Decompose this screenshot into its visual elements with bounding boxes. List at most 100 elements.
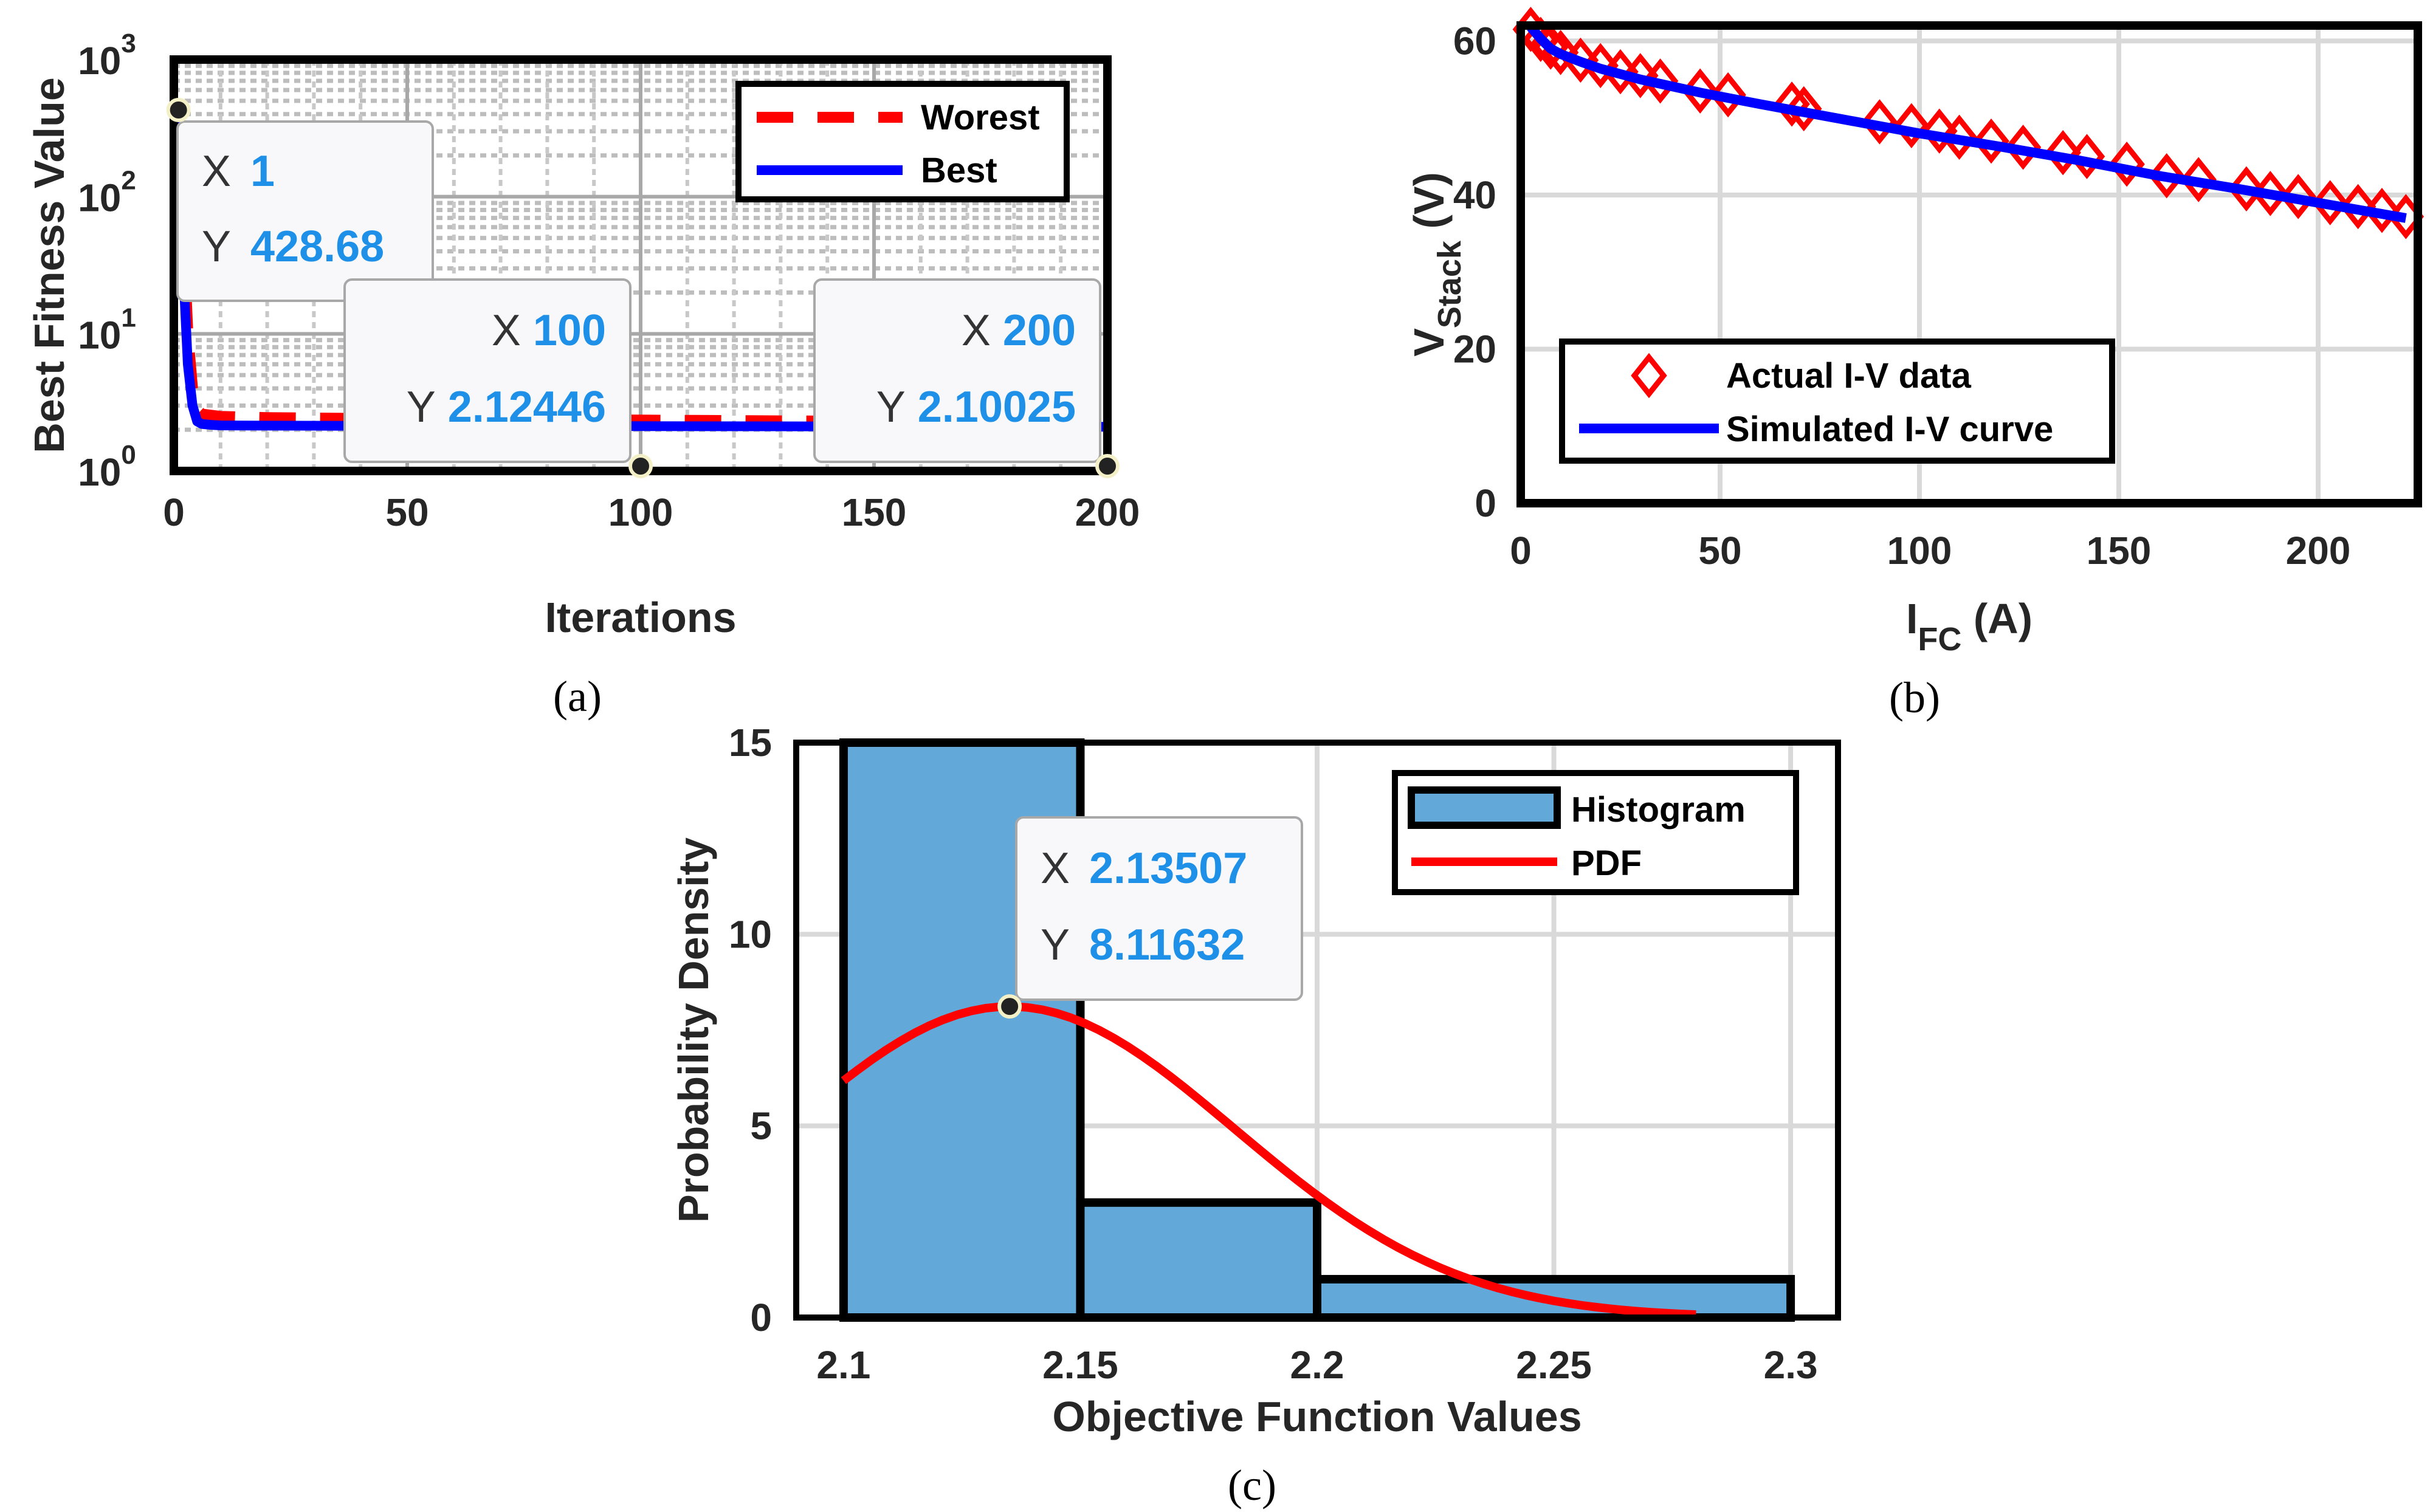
legend-actual-label: Actual I-V data bbox=[1726, 356, 1972, 396]
panel-c-y-axis-label: Probability Density bbox=[670, 837, 717, 1223]
panel-b-x-label-main: I bbox=[1906, 595, 1918, 642]
y-tick-label: 5 bbox=[750, 1104, 772, 1148]
x-tick-label: 2.25 bbox=[1516, 1343, 1592, 1387]
data-point-marker bbox=[2252, 171, 2289, 216]
y-tick-exponent: 3 bbox=[121, 29, 136, 58]
data-point-marker bbox=[1642, 58, 1679, 104]
panel-b-legend: Actual I-V data Simulated I-V curve bbox=[1559, 338, 2115, 464]
y-tick-base: 10 bbox=[78, 313, 121, 357]
data-point-marker bbox=[2339, 184, 2377, 230]
y-tick-exponent: 2 bbox=[121, 166, 136, 196]
y-tick-label: 40 bbox=[1453, 173, 1496, 217]
x-tick-label: 100 bbox=[1887, 529, 1952, 572]
data-point-marker bbox=[1774, 81, 1810, 127]
datatip-3-y-value: 2.10025 bbox=[918, 383, 1076, 431]
datatip-3-x-key: X bbox=[962, 306, 991, 355]
y-tick-label: 100 bbox=[78, 440, 136, 494]
panel-c-caption: (c) bbox=[1228, 1461, 1276, 1510]
panel-a-y-axis-label: Best Fitness Value bbox=[26, 77, 73, 453]
datatip-2-box bbox=[343, 278, 632, 463]
datatip-2-y-value: 2.12446 bbox=[448, 383, 606, 431]
panel-b-y-label-sub: Stack bbox=[1431, 240, 1468, 328]
datatip-1-x-value: 1 bbox=[250, 147, 275, 196]
datatip-3-marker bbox=[1095, 454, 1120, 478]
datatip-3-y-key: Y bbox=[876, 383, 906, 431]
series-worst-line bbox=[173, 109, 1108, 428]
x-tick-label: 50 bbox=[385, 490, 429, 534]
data-point-marker bbox=[2311, 180, 2349, 225]
panel-a-series bbox=[173, 109, 1108, 432]
panel-c-datatips: X 2.13507 Y 8.11632 bbox=[997, 816, 1303, 1019]
y-tick-label: 60 bbox=[1453, 19, 1496, 63]
datatip-c-x-key: X bbox=[1041, 844, 1070, 893]
datatip-1-marker bbox=[166, 98, 191, 123]
panel-a-legend: Worest Best bbox=[735, 81, 1070, 202]
y-tick-base: 10 bbox=[78, 450, 121, 494]
datatip-3-box bbox=[813, 278, 1101, 463]
data-point-marker bbox=[2148, 153, 2185, 199]
datatip-2-x-value: 100 bbox=[533, 306, 606, 355]
data-point-marker bbox=[2108, 141, 2145, 187]
panel-b-axes-frame bbox=[1516, 21, 2422, 507]
histogram-bar bbox=[1076, 1198, 1322, 1322]
datatip-1-box bbox=[176, 120, 434, 302]
data-point-marker bbox=[1710, 72, 1746, 118]
data-point-marker bbox=[1921, 108, 1958, 154]
x-tick-label: 50 bbox=[1698, 529, 1741, 572]
data-point-marker bbox=[2005, 125, 2042, 170]
datatip-2-marker bbox=[628, 454, 653, 478]
panel-b-y-axis-label: VStack (V) bbox=[1405, 172, 1468, 357]
y-tick-exponent: 1 bbox=[121, 303, 136, 332]
data-point-marker bbox=[1861, 99, 1898, 145]
legend-simulated-label: Simulated I-V curve bbox=[1726, 410, 2053, 449]
panel-b-caption: (b) bbox=[1889, 673, 1940, 722]
x-tick-label: 150 bbox=[842, 490, 907, 534]
data-point-marker bbox=[1785, 86, 1822, 132]
x-tick-label: 0 bbox=[163, 490, 185, 534]
legend-pdf-label: PDF bbox=[1571, 844, 1642, 883]
panel-c-x-ticks: 2.1 2.15 2.2 2.25 2.3 bbox=[816, 1343, 1817, 1387]
panel-b-x-axis-label: IFC (A) bbox=[1906, 595, 2032, 658]
data-point-marker bbox=[2045, 129, 2081, 176]
y-tick-base: 10 bbox=[78, 39, 121, 83]
data-point-marker bbox=[1682, 68, 1718, 114]
y-tick-label: 10 bbox=[729, 912, 772, 956]
datatip-c-y-value: 8.11632 bbox=[1089, 921, 1245, 969]
panel-c-histogram-bars bbox=[839, 738, 1795, 1322]
datatip-2-y-key: Y bbox=[407, 383, 436, 431]
legend-actual-swatch bbox=[1631, 352, 1667, 399]
x-tick-label: 2.3 bbox=[1764, 1343, 1818, 1387]
panel-c-chart: 2.1 2.15 2.2 2.25 2.3 0 5 10 15 Objective Funct… bbox=[670, 721, 1841, 1510]
data-point-marker bbox=[1582, 43, 1619, 89]
panel-c-x-axis-label: Objective Function Values bbox=[1052, 1393, 1582, 1440]
legend-box bbox=[735, 81, 1070, 202]
data-point-marker bbox=[2180, 157, 2217, 202]
panel-b-x-label-unit: (A) bbox=[1961, 595, 2032, 642]
panel-b-x-ticks: 0 50 100 150 200 bbox=[1510, 529, 2350, 572]
y-tick-label: 103 bbox=[78, 29, 136, 83]
data-point-marker bbox=[1973, 118, 2009, 164]
y-tick-exponent: 0 bbox=[121, 440, 136, 470]
data-point-marker bbox=[2228, 166, 2265, 211]
panel-a-x-ticks: 0 50 100 150 200 bbox=[163, 490, 1140, 534]
series-best-line bbox=[173, 109, 1108, 432]
datatip-3-x-value: 200 bbox=[1003, 306, 1076, 355]
legend-worst-label: Worest bbox=[921, 98, 1040, 137]
pdf-curve-line bbox=[841, 1002, 1696, 1319]
datatip-c-marker bbox=[997, 994, 1022, 1019]
panel-b-y-ticks: 0 20 40 60 bbox=[1453, 19, 1496, 525]
data-point-marker bbox=[2280, 174, 2316, 219]
x-tick-label: 200 bbox=[2286, 529, 2351, 572]
legend-histogram-label: Histogram bbox=[1571, 790, 1746, 830]
x-tick-label: 2.1 bbox=[816, 1343, 870, 1387]
y-tick-label: 101 bbox=[78, 303, 136, 357]
legend-histogram-swatch bbox=[1408, 786, 1561, 829]
panel-b-series bbox=[1512, 7, 2425, 239]
panel-b-y-label-unit: (V) bbox=[1405, 172, 1453, 241]
data-point-marker bbox=[2068, 134, 2105, 179]
x-tick-label: 200 bbox=[1075, 490, 1140, 534]
